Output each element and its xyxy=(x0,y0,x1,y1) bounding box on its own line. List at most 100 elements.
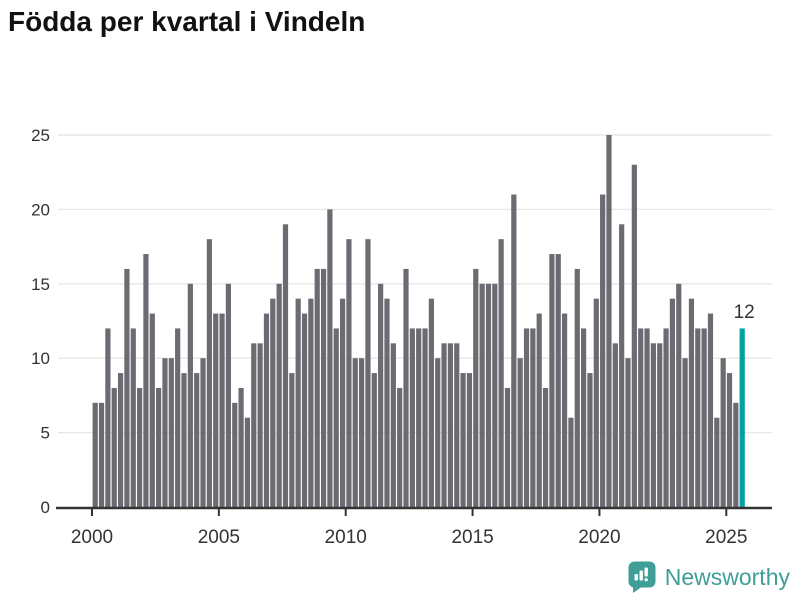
bar-2008-q1 xyxy=(295,298,301,507)
bar-2024-q4 xyxy=(720,358,726,507)
y-tick-label-0: 0 xyxy=(41,498,50,517)
bar-2020-q4 xyxy=(619,224,625,507)
y-tick-label-15: 15 xyxy=(31,275,50,294)
x-tick-label-2015: 2015 xyxy=(451,527,493,548)
bar-2020-q3 xyxy=(612,343,618,507)
x-tick-label-2010: 2010 xyxy=(325,527,367,548)
y-tick-label-10: 10 xyxy=(31,349,50,368)
bar-2016-q1 xyxy=(498,239,504,507)
bar-2008-q4 xyxy=(314,268,320,507)
bar-2012-q2 xyxy=(403,268,409,507)
bar-2021-q3 xyxy=(638,328,644,507)
bar-2014-q1 xyxy=(447,343,454,507)
page-title: Födda per kvartal i Vindeln xyxy=(8,6,366,37)
bar-2021-q2 xyxy=(631,164,637,507)
bar-2012-q4 xyxy=(416,328,422,507)
bar-2020-q2 xyxy=(606,135,612,507)
bar-2022-q1 xyxy=(650,343,656,507)
bar-2023-q3 xyxy=(688,298,695,507)
bar-2000-q1 xyxy=(92,402,98,507)
bar-2021-q1 xyxy=(625,358,631,507)
bar-2002-q1 xyxy=(143,254,149,507)
bar-2005-q1 xyxy=(219,313,225,507)
bar-2002-q4 xyxy=(162,358,168,507)
bar-2015-q4 xyxy=(492,283,498,507)
brand-name: Newsworthy xyxy=(664,564,790,590)
highlight-value-label: 12 xyxy=(734,302,755,323)
bar-2006-q4 xyxy=(263,313,270,507)
bar-2007-q4 xyxy=(289,373,295,507)
y-tick-label-5: 5 xyxy=(41,424,50,443)
bar-2000-q3 xyxy=(105,328,111,507)
bar-2023-q4 xyxy=(695,328,701,507)
bar-2021-q4 xyxy=(644,328,650,507)
bar-2009-q2 xyxy=(327,209,333,507)
bar-2012-q3 xyxy=(409,328,415,507)
bar-2013-q2 xyxy=(428,298,434,507)
bar-2007-q3 xyxy=(282,224,289,507)
bar-2015-q1 xyxy=(473,268,479,507)
bar-2013-q3 xyxy=(435,358,441,507)
bar-2005-q3 xyxy=(232,402,238,507)
bar-2004-q3 xyxy=(206,239,212,507)
bar-2025-q3 xyxy=(739,328,745,507)
bar-2011-q4 xyxy=(390,343,396,507)
bar-2024-q3 xyxy=(714,417,720,507)
bar-2011-q1 xyxy=(371,373,377,507)
bar-2011-q2 xyxy=(378,283,384,507)
bar-2002-q3 xyxy=(156,387,162,507)
bar-2022-q2 xyxy=(657,343,663,507)
newsworthy-logo[interactable]: Newsworthy xyxy=(628,561,790,594)
bar-2003-q1 xyxy=(168,358,174,507)
bar-2003-q4 xyxy=(187,283,193,507)
bar-2010-q3 xyxy=(359,358,365,507)
bar-2010-q1 xyxy=(346,239,352,507)
bar-2014-q2 xyxy=(454,343,460,507)
bar-2008-q3 xyxy=(308,298,314,507)
bar-2019-q1 xyxy=(574,268,580,507)
bar-2019-q4 xyxy=(593,298,599,507)
bar-2020-q1 xyxy=(600,194,606,507)
bar-2016-q4 xyxy=(517,358,523,507)
bar-2001-q3 xyxy=(130,328,136,507)
x-tick-label-2005: 2005 xyxy=(198,527,240,548)
bar-2018-q2 xyxy=(555,254,561,507)
bar-2023-q2 xyxy=(682,358,688,507)
bar-2019-q2 xyxy=(581,328,587,507)
bar-2014-q3 xyxy=(460,373,466,507)
bar-2012-q1 xyxy=(397,387,403,507)
bar-2004-q4 xyxy=(213,313,219,507)
bar-2025-q2 xyxy=(733,402,739,507)
bar-2006-q1 xyxy=(244,417,251,507)
bar-2010-q4 xyxy=(365,239,371,507)
bar-2013-q1 xyxy=(422,328,428,507)
bar-2011-q3 xyxy=(384,298,390,507)
bar-2005-q2 xyxy=(225,283,231,507)
bar-2013-q4 xyxy=(441,343,447,507)
x-tick-label-2000: 2000 xyxy=(71,527,113,548)
bar-2008-q2 xyxy=(301,313,308,507)
bar-2006-q2 xyxy=(251,343,257,507)
bar-2017-q4 xyxy=(542,387,549,507)
y-tick-label-20: 20 xyxy=(31,200,50,219)
bar-2019-q3 xyxy=(587,373,593,507)
bar-2022-q4 xyxy=(669,298,676,507)
bar-2024-q2 xyxy=(707,313,714,507)
bar-2016-q2 xyxy=(504,387,511,507)
bar-2018-q1 xyxy=(549,254,555,507)
bar-2017-q2 xyxy=(530,328,536,507)
bar-2004-q2 xyxy=(200,358,206,507)
bar-2007-q1 xyxy=(270,298,276,507)
bar-2009-q4 xyxy=(339,298,346,507)
bar-2017-q3 xyxy=(536,313,542,507)
bar-2001-q4 xyxy=(137,387,143,507)
bar-2014-q4 xyxy=(466,373,473,507)
bar-2007-q2 xyxy=(276,283,282,507)
bar-2024-q1 xyxy=(701,328,707,507)
bar-2005-q4 xyxy=(238,387,244,507)
bar-2009-q3 xyxy=(333,328,339,507)
bar-2015-q2 xyxy=(479,283,485,507)
bar-2025-q1 xyxy=(726,373,733,507)
